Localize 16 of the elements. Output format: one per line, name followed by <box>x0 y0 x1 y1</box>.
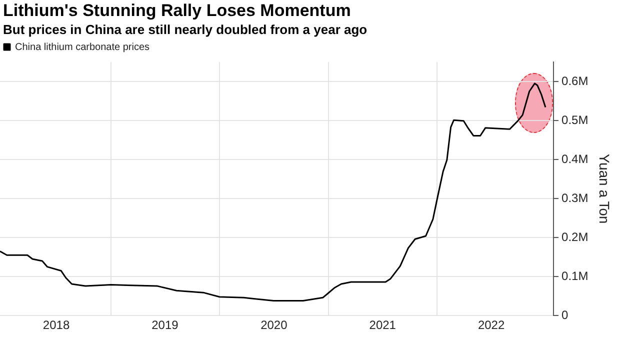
x-tick-label: 2021 <box>369 318 396 332</box>
chart-subtitle: But prices in China are still nearly doubled from a year ago <box>3 22 368 37</box>
x-tick-label: 2019 <box>152 318 179 332</box>
y2-tick-label: 0.6M <box>562 74 588 88</box>
x-tick-label: 2018 <box>42 318 70 332</box>
y2-tick-label: 0 <box>562 308 569 322</box>
y2-axis-title: Yuan a Ton <box>596 154 613 224</box>
legend-label: China lithium carbonate prices <box>15 42 150 53</box>
y2-tick-label: 0.2M <box>562 230 588 244</box>
chart-title: Lithium's Stunning Rally Loses Momentum <box>3 1 351 21</box>
x-tick-label: 2020 <box>260 318 288 332</box>
x-tick-label: 2022 <box>478 318 505 332</box>
y2-tick-label: 0.5M <box>562 112 588 127</box>
y2-tick-label: 0.1M <box>562 268 588 283</box>
y2-tick-label: 0.3M <box>562 190 588 205</box>
y2-tick-label: 0.4M <box>562 152 588 166</box>
